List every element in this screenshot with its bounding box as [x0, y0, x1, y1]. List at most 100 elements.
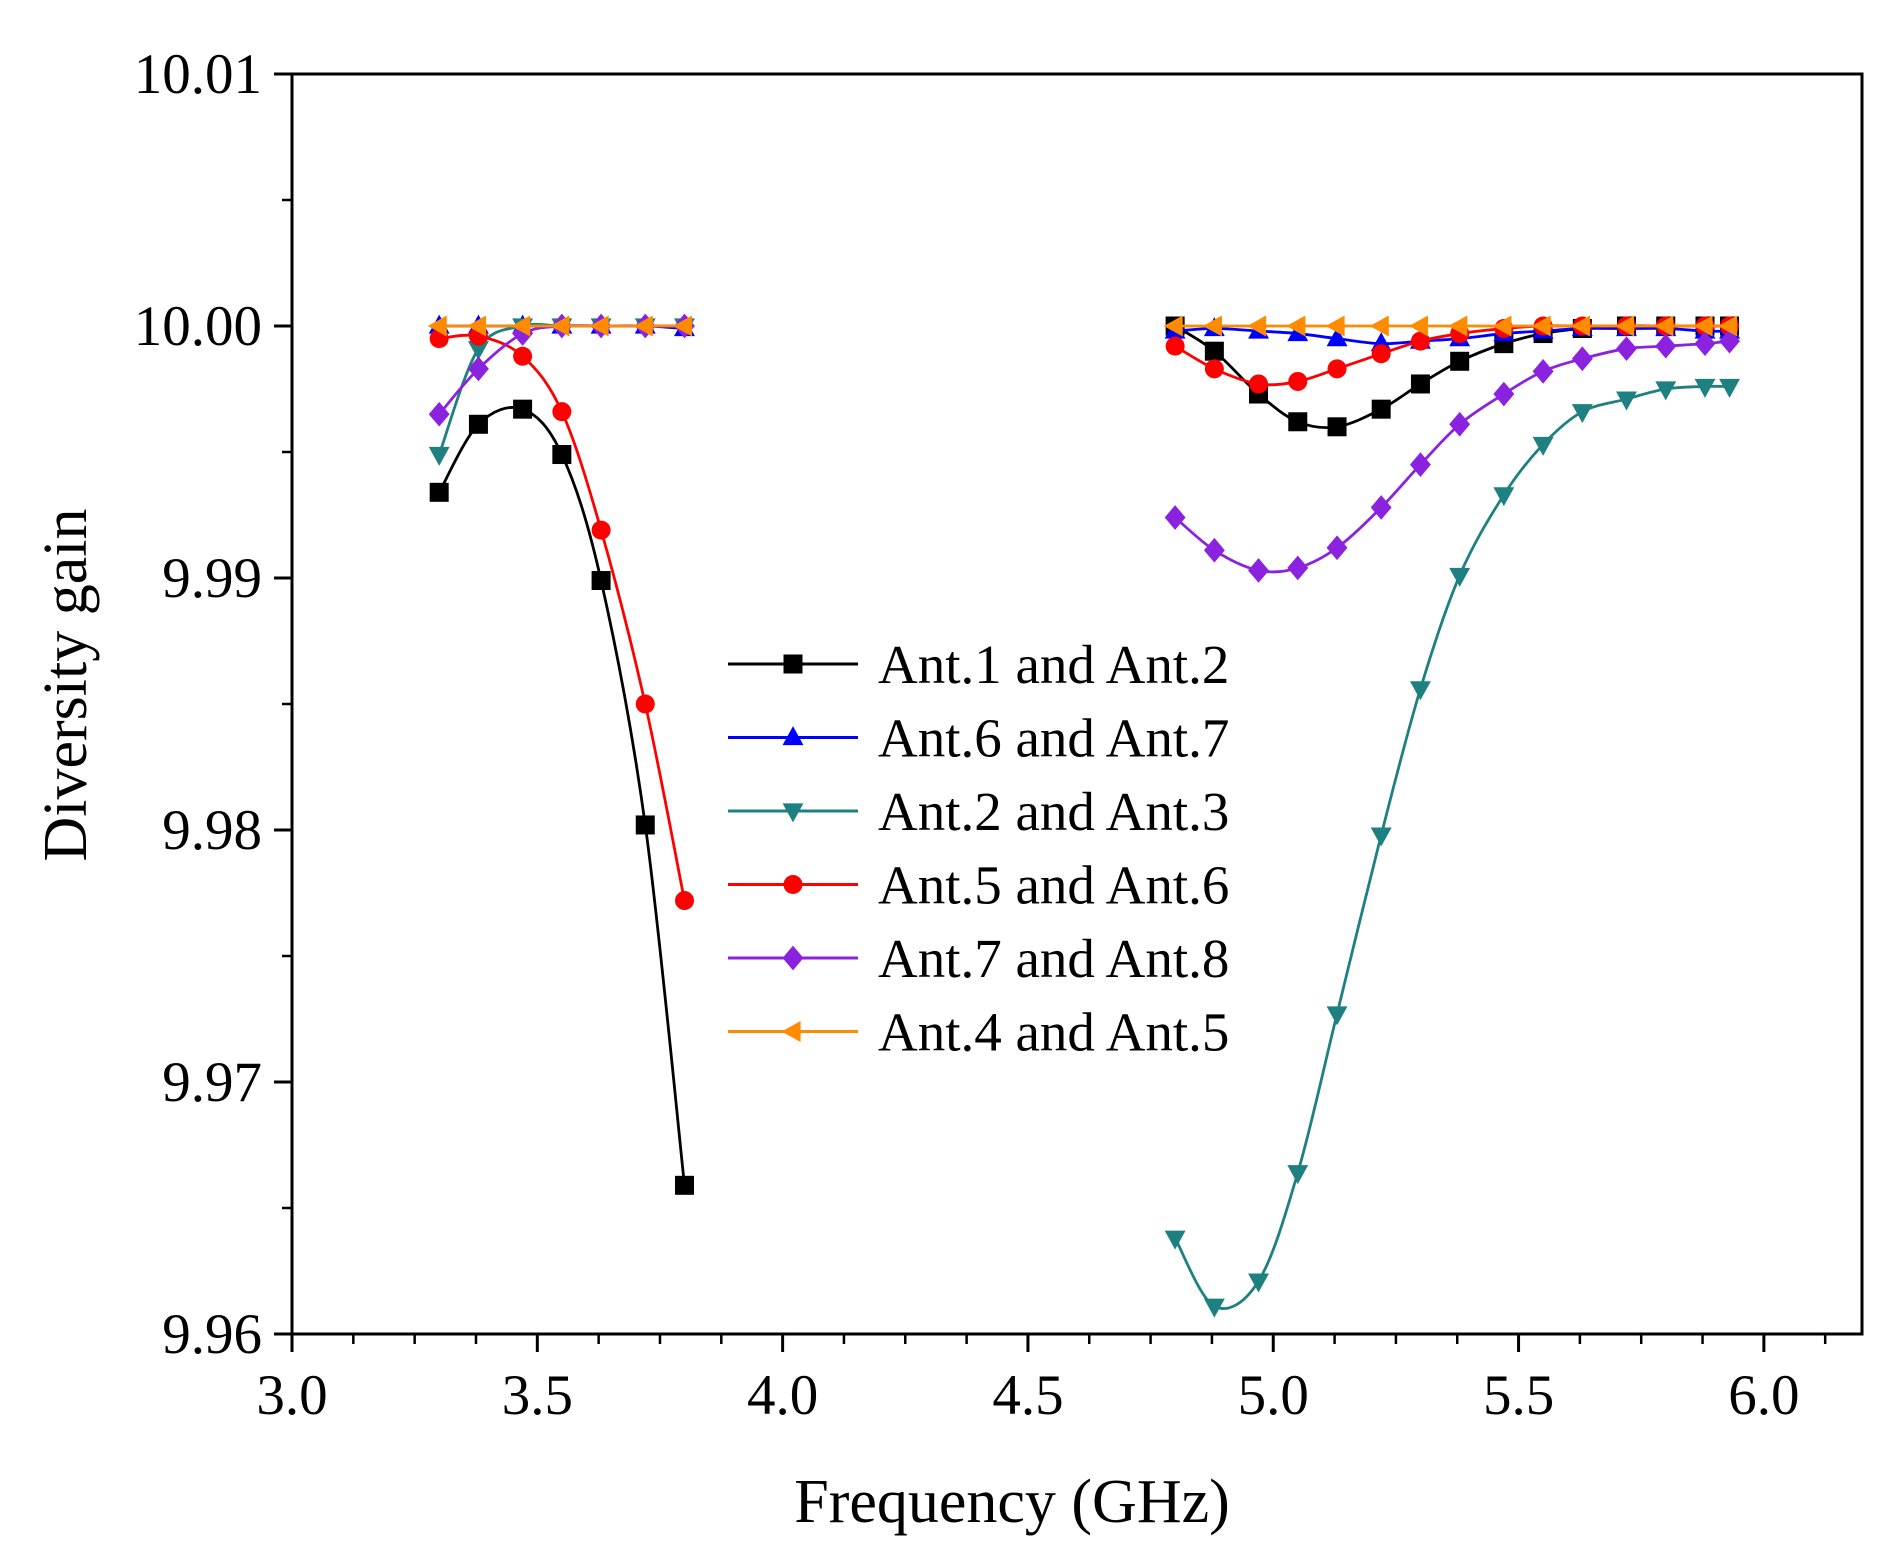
series-1-line: [437, 406, 686, 1186]
legend-label-3: Ant.2 and Ant.3: [878, 781, 1229, 842]
series-1-point: [1204, 341, 1224, 361]
series-5-point: [1203, 537, 1225, 563]
x-axis-title: Frequency (GHz): [794, 1468, 1230, 1536]
series-5-point: [1326, 535, 1348, 561]
series-6-point: [1286, 315, 1306, 337]
series-3-point: [428, 446, 450, 466]
series-4-point: [1327, 359, 1347, 379]
series-5-point: [1164, 505, 1186, 530]
series-6-point: [1615, 315, 1635, 337]
series-3-line: [1173, 384, 1730, 1310]
series-1-point: [635, 815, 655, 835]
y-tick-label: 9.96: [162, 1303, 262, 1366]
series-5-point: [1571, 346, 1593, 372]
series-3-point: [1694, 378, 1716, 398]
legend-marker-4: [783, 875, 803, 894]
series-4-point: [675, 891, 694, 911]
series-6-point: [1163, 315, 1183, 337]
series-3-point: [1449, 567, 1471, 587]
legend-marker-6: [781, 1021, 801, 1042]
series-6-point: [1325, 315, 1345, 337]
legend-label-1: Ant.1 and Ant.2: [878, 634, 1229, 695]
series-1-point: [468, 414, 488, 434]
legend-marker-2: [782, 726, 804, 746]
series-6-point: [1202, 315, 1222, 337]
axis-ticks: 3.0 3.5 4.0 4.5 5.0 5.5 6.0 9.96 9.97 9.98 9.99 10.…: [134, 43, 1827, 1427]
series-6-point: [1718, 315, 1738, 337]
series-5-point: [1616, 336, 1637, 362]
plot-border: [290, 72, 1864, 1336]
series-3-point: [1287, 1165, 1309, 1185]
series-3-point: [1203, 1298, 1225, 1318]
series-5-point: [467, 356, 489, 382]
series-6-point: [1369, 315, 1389, 337]
legend-marker-3: [782, 803, 804, 823]
series-5-point: [1694, 331, 1716, 356]
series-3-point: [1532, 436, 1554, 456]
plot-frame: [290, 72, 1864, 1336]
series-3-point: [467, 341, 489, 361]
series-6-point: [673, 315, 693, 337]
series-1-point: [513, 399, 533, 419]
x-tick-label: 6.0: [1728, 1364, 1799, 1427]
series-6-point: [1693, 315, 1713, 337]
x-tick-label: 3.5: [502, 1364, 573, 1427]
legend-marker-5: [782, 945, 804, 971]
series-6: [427, 315, 1738, 337]
series-1-point: [675, 1175, 694, 1195]
series-3-point: [1719, 378, 1740, 398]
series-4-point: [1288, 371, 1308, 391]
series-1-point: [552, 445, 572, 465]
series-6-point: [550, 315, 570, 337]
series-5: [428, 313, 1740, 583]
series-6-point: [1570, 315, 1590, 337]
series-6-point: [427, 315, 447, 337]
y-tick-label: 10.00: [134, 295, 262, 358]
series-5-point: [1370, 495, 1392, 520]
series-4-point: [1165, 336, 1185, 356]
series-4-line: [439, 333, 686, 901]
series-3-point: [1326, 1006, 1348, 1026]
series-3-point: [1370, 827, 1392, 847]
series-1-point: [1410, 374, 1430, 394]
series-3-point: [1409, 681, 1431, 701]
series-4-point: [1371, 344, 1391, 364]
series-4-point: [1249, 374, 1269, 394]
series-3-point: [1164, 1230, 1186, 1250]
series-3-point: [1493, 487, 1515, 507]
series-4-point: [1204, 359, 1224, 379]
y-tick-label: 9.98: [162, 799, 262, 862]
series-4-point: [513, 346, 533, 366]
series-3-point: [1571, 404, 1593, 424]
series-1-point: [591, 571, 611, 591]
y-axis-title: Diversity gain: [32, 509, 100, 862]
x-tick-label: 5.5: [1483, 1364, 1554, 1427]
series-5-point: [1449, 411, 1471, 437]
x-tick-label: 3.0: [256, 1364, 327, 1427]
series-6-point: [1448, 315, 1468, 337]
x-tick-label: 5.0: [1238, 1364, 1309, 1427]
series-1-point: [1327, 417, 1347, 437]
series-1-point: [1450, 351, 1470, 371]
series-4-point: [552, 402, 572, 422]
legend-label-5: Ant.7 and Ant.8: [878, 928, 1229, 989]
series-6-point: [467, 315, 487, 337]
series-6-point: [633, 315, 653, 337]
legend-label-6: Ant.4 and Ant.5: [878, 1002, 1229, 1063]
series-4-point: [1410, 331, 1430, 351]
series-1-point: [1371, 399, 1391, 419]
series-5-point: [1532, 359, 1554, 384]
legend-label-4: Ant.5 and Ant.6: [878, 855, 1229, 916]
series-6-point: [1531, 315, 1551, 337]
x-tick-label: 4.5: [992, 1364, 1063, 1427]
series-6-point: [589, 315, 609, 337]
series-2-point: [1326, 327, 1348, 347]
series-3-point: [1248, 1273, 1269, 1293]
series-5-point: [428, 401, 450, 427]
series-6-point: [1409, 315, 1429, 337]
y-tick-label: 10.01: [134, 43, 262, 106]
series-5-point: [1655, 333, 1677, 359]
series-4-point: [591, 520, 611, 540]
series-3-point: [1616, 391, 1637, 411]
